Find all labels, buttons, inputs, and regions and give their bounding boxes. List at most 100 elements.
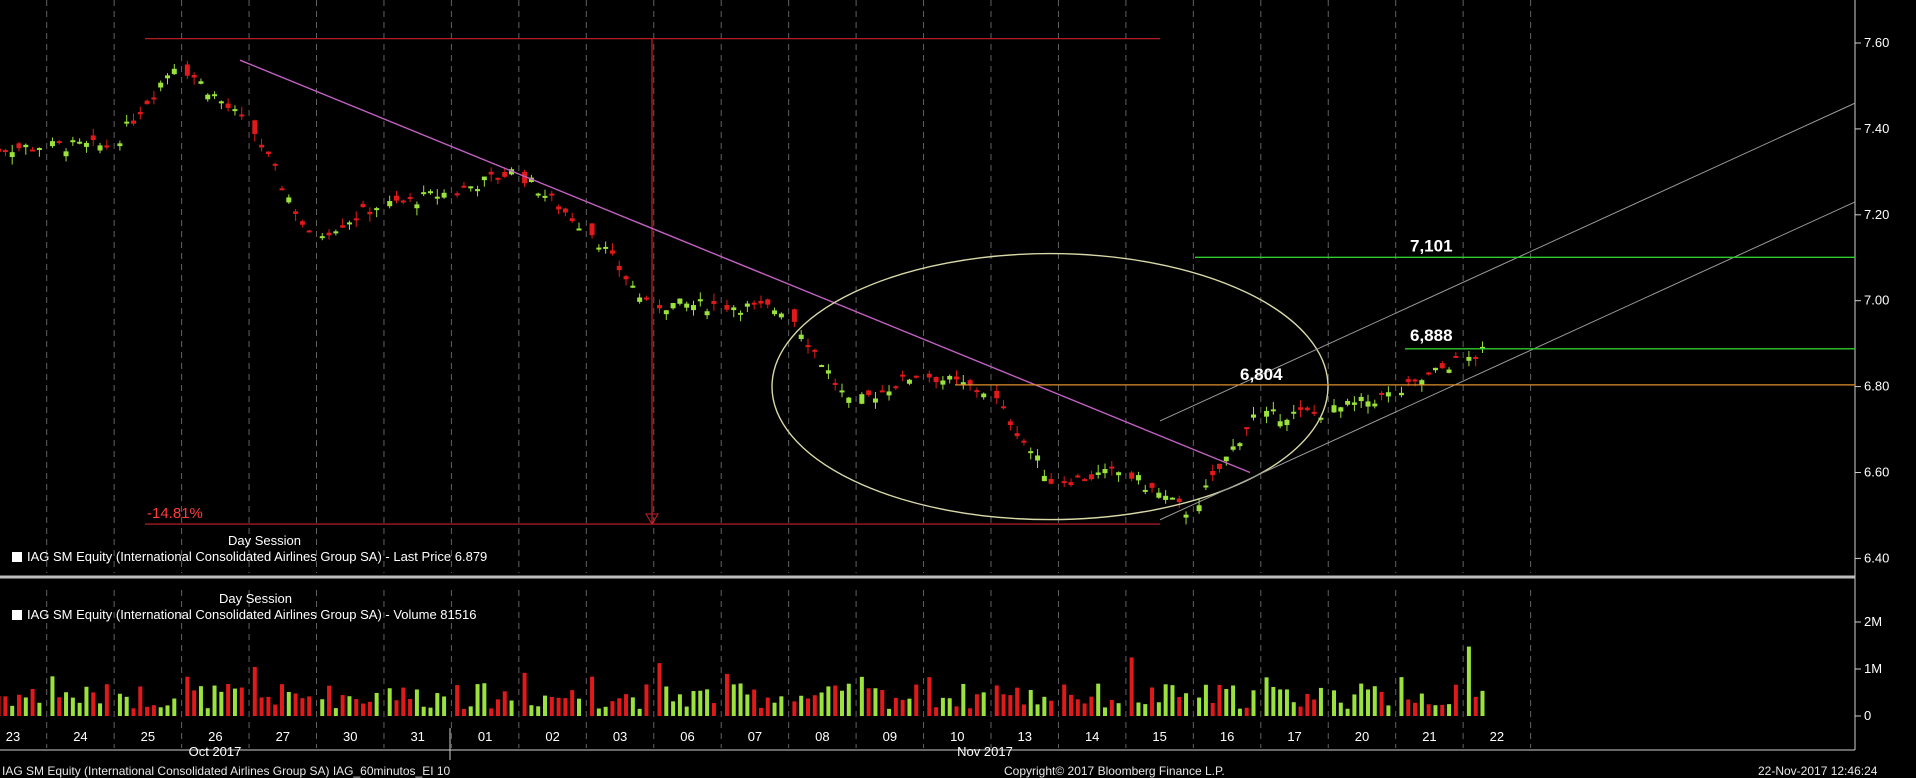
volume-bar <box>1217 684 1222 716</box>
volume-bar <box>192 690 197 716</box>
candle <box>56 141 62 144</box>
volume-bar <box>1379 691 1384 716</box>
y-tick-label: 6.40 <box>1864 550 1889 565</box>
volume-bar <box>151 705 156 716</box>
candle <box>657 304 662 309</box>
volume-bar <box>846 683 851 716</box>
candle <box>1035 455 1041 461</box>
volume-bar <box>1447 704 1452 716</box>
candle <box>90 135 96 141</box>
volume-bar <box>98 703 103 716</box>
volume-bar <box>84 686 89 716</box>
volume-bar <box>1237 708 1242 716</box>
volume-bar <box>1359 683 1364 716</box>
volume-bar <box>657 663 662 716</box>
volume-bar <box>772 702 777 716</box>
volume-bar <box>293 693 298 716</box>
volume-bar <box>900 699 905 716</box>
candle <box>387 201 393 207</box>
candle <box>1102 469 1108 474</box>
volume-bar <box>603 706 608 716</box>
volume-bar <box>273 704 278 716</box>
x-tick-label: 08 <box>815 729 829 744</box>
volume-bar <box>1264 677 1269 716</box>
candle <box>1398 392 1404 396</box>
x-tick-label: 16 <box>1220 729 1234 744</box>
candle <box>906 379 912 384</box>
x-tick-label: 10 <box>950 729 964 744</box>
candle <box>198 81 204 84</box>
candle <box>744 303 750 307</box>
candle <box>576 228 582 231</box>
candle <box>468 186 474 189</box>
candle <box>1116 472 1122 476</box>
volume-bar <box>408 699 413 716</box>
volume-bar <box>361 703 366 716</box>
candle <box>913 375 919 378</box>
candle <box>522 171 528 184</box>
x-tick-label: 17 <box>1287 729 1301 744</box>
volume-bar <box>826 686 831 716</box>
x-tick-label: 01 <box>478 729 492 744</box>
candle <box>306 230 312 233</box>
price-session-label: Day Session <box>228 533 301 548</box>
volume-legend: IAG SM Equity (International Consolidate… <box>12 607 476 622</box>
volume-bar <box>435 693 440 716</box>
volume-bar <box>30 688 35 716</box>
volume-bar <box>1244 707 1249 716</box>
candle <box>704 311 710 316</box>
volume-bar <box>637 708 642 716</box>
x-tick-label: 06 <box>680 729 694 744</box>
volume-bar <box>1163 684 1168 716</box>
footer-timestamp: 22-Nov-2017 12:46:24 <box>1758 764 1878 778</box>
volume-bar <box>887 708 892 716</box>
volume-bar <box>1062 684 1067 716</box>
volume-bar <box>859 676 864 716</box>
month-label: Oct 2017 <box>189 744 242 759</box>
drawdown-arrowhead <box>645 513 659 526</box>
volume-bar <box>691 691 696 716</box>
volume-bar <box>1103 707 1107 716</box>
volume-bar <box>1203 684 1208 716</box>
volume-bar <box>252 667 257 716</box>
candle <box>131 120 136 124</box>
volume-bar <box>428 707 433 716</box>
candle <box>677 298 683 304</box>
volume-bar <box>489 708 494 716</box>
candle <box>765 299 771 305</box>
candle <box>940 380 946 385</box>
volume-bar <box>495 699 500 716</box>
candle <box>1061 481 1067 484</box>
volume-bar <box>138 686 143 716</box>
volume-bar <box>873 688 878 716</box>
volume-bar <box>596 708 601 716</box>
volume-bar <box>1197 697 1202 716</box>
volume-bar <box>1231 685 1236 716</box>
price-legend-swatch <box>12 552 22 562</box>
candle <box>30 149 36 152</box>
x-tick-label: 03 <box>613 729 627 744</box>
volume-bar <box>1035 704 1040 716</box>
candle <box>1358 396 1364 402</box>
volume-bar <box>10 705 15 716</box>
volume-bar <box>529 705 534 716</box>
volume-bar <box>799 695 804 716</box>
volume-bar <box>226 683 231 716</box>
volume-bar <box>1366 689 1370 716</box>
volume-bar <box>131 708 136 716</box>
candle <box>893 386 899 389</box>
volume-bar <box>745 694 750 716</box>
volume-bar <box>320 699 325 716</box>
candle <box>549 193 555 196</box>
volume-bar <box>1184 693 1189 716</box>
volume-bar <box>711 703 716 716</box>
volume-bar <box>1075 699 1080 716</box>
volume-bar <box>482 683 487 716</box>
volume-bar <box>880 690 885 716</box>
volume-bar <box>232 688 237 716</box>
candle <box>1183 514 1189 518</box>
candle <box>812 349 818 352</box>
candle <box>1129 472 1135 479</box>
candle <box>1203 485 1209 488</box>
volume-bar <box>3 696 8 716</box>
